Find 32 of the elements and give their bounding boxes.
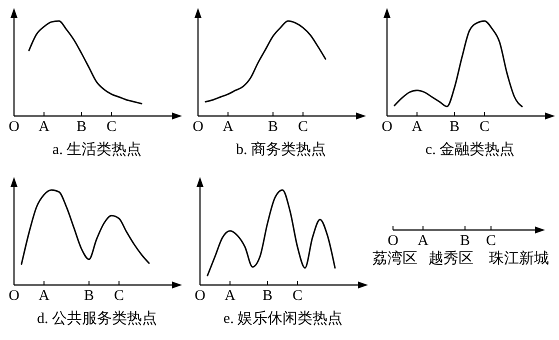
x-tick-label: C [106,119,117,135]
x-tick-label: O [8,288,20,304]
x-tick-label: C [479,119,490,135]
x-tick-label: A [222,119,234,135]
text: 越秀区 [428,250,474,267]
x-tick-label: O [8,119,20,135]
x-tick-label: B [449,119,460,135]
x-tick-label: A [224,288,236,304]
text: O [388,233,399,249]
text: d. 公共服务类热点 [37,310,157,327]
x-tick-label: A [412,119,423,135]
text: 珠江新城 [489,250,549,267]
x-tick-label: A [38,119,50,135]
x-tick-label: B [84,288,94,304]
text: A [418,233,429,249]
x-tick-label: C [292,288,303,304]
text: e. 娱乐休闲类热点 [223,310,343,327]
text: c. 金融类热点 [425,141,515,158]
text: 荔湾区 [372,250,418,267]
x-tick-label: B [76,119,87,135]
x-tick-label: O [382,119,393,135]
x-tick-label: C [298,119,308,135]
x-tick-label: O [194,288,206,304]
x-tick-label: O [192,119,204,135]
x-tick-label: B [262,288,273,304]
x-tick-label: C [114,288,124,304]
text: C [486,233,496,249]
text: a. 生活类热点 [52,141,142,158]
x-tick-label: B [268,119,278,135]
text: B [460,233,470,249]
text: b. 商务类热点 [236,141,326,158]
x-tick-label: A [38,288,50,304]
